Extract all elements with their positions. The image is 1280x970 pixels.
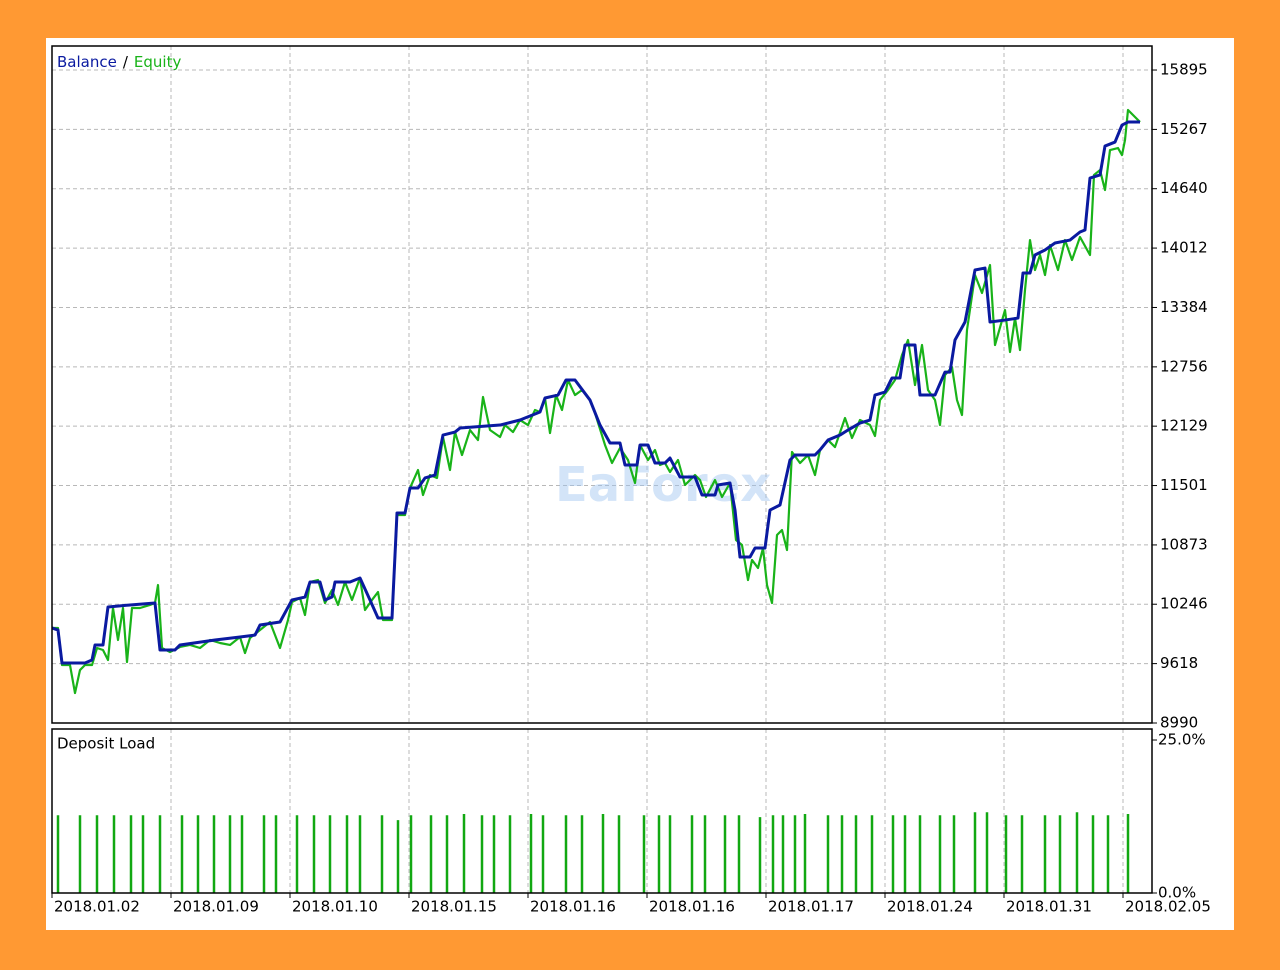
x-tick-label: 2018.01.16 (530, 898, 616, 916)
y-tick-label: 15895 (1160, 61, 1208, 79)
y-tick-label: 11501 (1160, 476, 1208, 494)
x-tick-label: 2018.01.15 (411, 898, 497, 916)
legend-entry: Balance (57, 53, 117, 71)
panel-title: Deposit Load (57, 735, 155, 753)
legend-entry: Equity (134, 53, 182, 71)
y-tick-label: 10873 (1160, 535, 1208, 553)
panel (46, 38, 1234, 930)
y-tick-label: 15267 (1160, 120, 1208, 138)
x-tick-label: 2018.01.02 (54, 898, 140, 916)
x-tick-label: 2018.01.09 (173, 898, 259, 916)
series-line (51, 120, 1140, 665)
x-tick-label: 2018.01.10 (292, 898, 378, 916)
y-tick-label: 25.0% (1158, 731, 1206, 749)
x-tick-label: 2018.01.31 (1006, 898, 1092, 916)
y-tick-label: 13384 (1160, 298, 1208, 316)
x-tick-label: 2018.01.16 (649, 898, 735, 916)
legend-separator: / (123, 53, 129, 71)
legend: Balance / Equity (57, 53, 181, 71)
y-tick-label: 8990 (1160, 714, 1198, 732)
y-tick-label: 14012 (1160, 239, 1208, 257)
y-tick-label: 14640 (1160, 179, 1208, 197)
y-tick-label: 12756 (1160, 357, 1208, 375)
x-tick-label: 2018.01.24 (887, 898, 973, 916)
y-tick-label: 12129 (1160, 417, 1208, 435)
y-tick-label: 9618 (1160, 654, 1198, 672)
plot-frame (51, 45, 1153, 724)
y-tick-label: 0.0% (1158, 884, 1196, 902)
watermark: EaForex (555, 457, 771, 513)
plot-frame (51, 728, 1153, 894)
x-tick-label: 2018.02.05 (1125, 898, 1211, 916)
y-tick-label: 10246 (1160, 595, 1208, 613)
x-tick-label: 2018.01.17 (768, 898, 854, 916)
